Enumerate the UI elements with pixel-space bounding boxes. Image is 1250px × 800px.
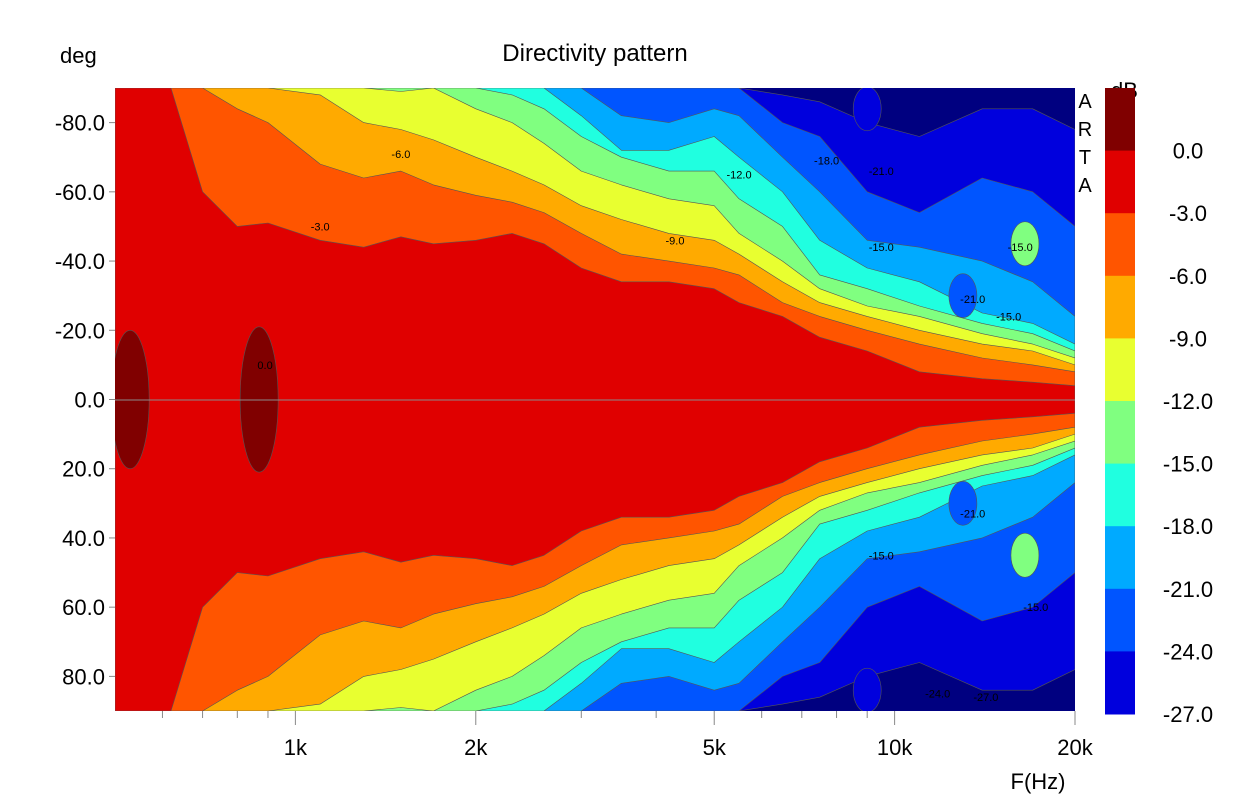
contour-label: -6.0 [391, 149, 410, 161]
x-axis: 1k 2k 5k 10k 20k [161, 711, 1094, 760]
x-tick-label: 2k [464, 735, 488, 760]
colorbar-label: -27.0 [1163, 702, 1213, 727]
colorbar-swatch [1105, 338, 1135, 402]
y-axis-label: deg [60, 43, 97, 68]
y-tick-label: -80.0 [55, 111, 105, 136]
contour-labels: 0.0 -3.0 -6.0 -9.0 -12.0 -18.0 -21.0 -15.0 -15.0… [257, 149, 1048, 704]
contour-label: -15.0 [869, 550, 894, 562]
arta-watermark: A R T A [1078, 91, 1093, 197]
colorbar-label: -12.0 [1163, 389, 1213, 414]
colorbar-swatch [1105, 213, 1135, 277]
colorbar-legend: 0.0 -3.0 -6.0 -9.0 -12.0 -15.0 -18.0 -21.0 -24.0… [1105, 88, 1213, 727]
y-tick-label: -40.0 [55, 249, 105, 274]
contour-label: 0.0 [257, 360, 272, 372]
contour-label: -15.0 [869, 242, 894, 254]
colorbar-swatch [1105, 401, 1135, 465]
arta-letter: R [1078, 119, 1092, 141]
colorbar-swatch [1105, 526, 1135, 590]
colorbar-label: -21.0 [1163, 577, 1213, 602]
colorbar-label: -15.0 [1163, 452, 1213, 477]
contour-label: -21.0 [960, 509, 985, 521]
arta-letter: A [1078, 175, 1092, 197]
y-tick-label: 40.0 [62, 526, 105, 551]
arta-letter: T [1079, 147, 1091, 169]
colorbar-swatch [1105, 88, 1135, 152]
colorbar-swatch [1105, 150, 1135, 214]
contour-label: -18.0 [814, 156, 839, 168]
y-tick-label: 0.0 [74, 388, 105, 413]
colorbar-swatch [1105, 463, 1135, 527]
y-tick-label: 60.0 [62, 595, 105, 620]
contour-island [948, 481, 978, 526]
colorbar-label: -9.0 [1169, 326, 1207, 351]
y-axis: -80.0 -60.0 -40.0 -20.0 0.0 20.0 40.0 60.0 80.0 [55, 111, 115, 689]
contour-islands [852, 88, 1040, 711]
contour-island [852, 88, 882, 132]
contour-island [948, 273, 978, 318]
contour-island [1010, 221, 1040, 267]
contour-plot-area: 0.0 -3.0 -6.0 -9.0 -12.0 -18.0 -21.0 -15.0 -15.0… [115, 88, 1075, 711]
colorbar-label: -6.0 [1169, 264, 1207, 289]
x-tick-label: 20k [1057, 735, 1093, 760]
contour-label: -9.0 [665, 235, 684, 247]
contour-island [1010, 532, 1040, 578]
contour-label: -27.0 [973, 692, 998, 704]
y-tick-label: -60.0 [55, 180, 105, 205]
contour-label: -21.0 [960, 294, 985, 306]
colorbar-swatch [1105, 651, 1135, 715]
x-tick-label: 1k [284, 735, 308, 760]
contour-label: -15.0 [1023, 602, 1048, 614]
arta-letter: A [1078, 91, 1092, 113]
colorbar-label: -3.0 [1169, 201, 1207, 226]
contour-label: -24.0 [925, 689, 950, 701]
contour-label: -15.0 [996, 311, 1021, 323]
x-tick-label: 10k [877, 735, 913, 760]
colorbar-swatch [1105, 275, 1135, 339]
colorbar-swatch [1105, 588, 1135, 652]
y-tick-label: 20.0 [62, 457, 105, 482]
colorbar-label: -24.0 [1163, 639, 1213, 664]
colorbar-label: -18.0 [1163, 514, 1213, 539]
colorbar-label: 0.0 [1173, 139, 1204, 164]
chart-title: Directivity pattern [502, 40, 687, 67]
contour-label: -12.0 [726, 170, 751, 182]
contour-label: -3.0 [311, 221, 330, 233]
contour-label: -21.0 [869, 166, 894, 178]
x-tick-label: 5k [703, 735, 727, 760]
contour-label: -15.0 [1008, 242, 1033, 254]
y-tick-label: -20.0 [55, 318, 105, 343]
contour-island [852, 667, 882, 711]
x-axis-label: F(Hz) [1011, 769, 1066, 794]
y-tick-label: 80.0 [62, 664, 105, 689]
